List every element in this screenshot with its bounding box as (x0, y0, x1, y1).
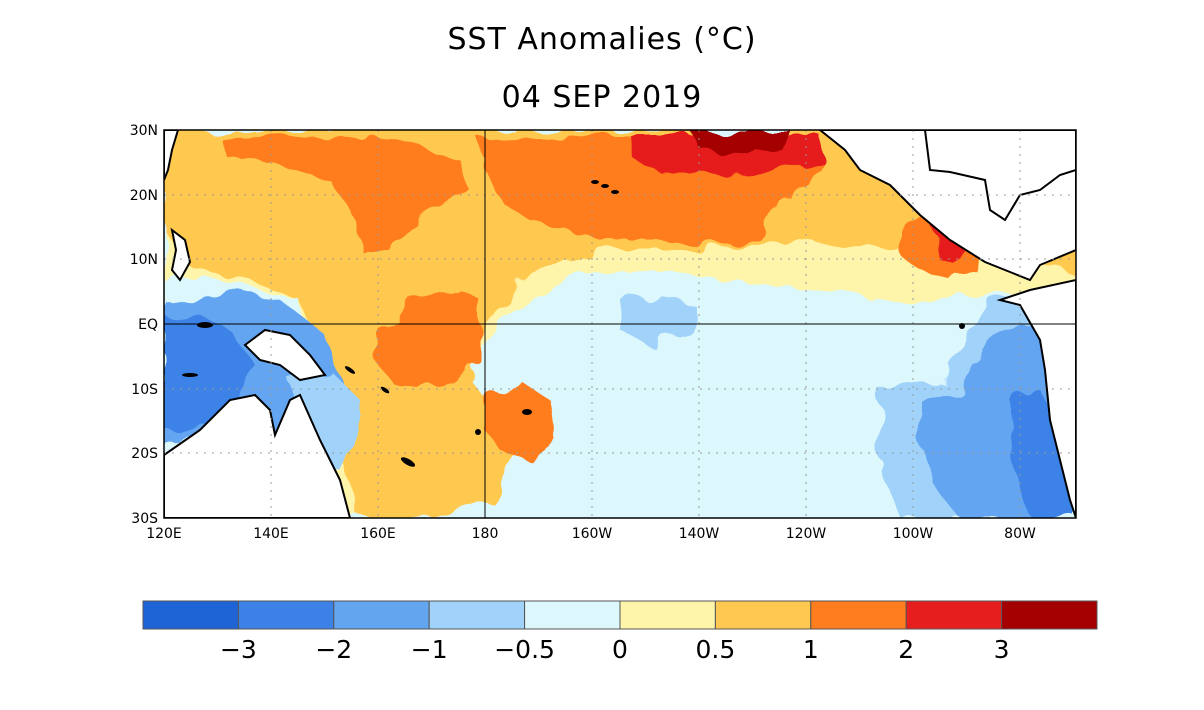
lat-label: 20N (130, 188, 158, 204)
island-fiji (522, 409, 532, 415)
land-caribbean-north (923, 130, 1076, 222)
colorbar-tick-label: 0 (612, 635, 628, 664)
colorbar-labels: −3 −2 −1 −0.5 0 0.5 1 2 3 (220, 635, 1010, 664)
colorbar-tick-label: 3 (994, 635, 1010, 664)
lat-label: 30S (131, 511, 158, 527)
colorbar-tick-label: 1 (803, 635, 819, 664)
warm-region-orange-north (220, 135, 470, 250)
map-title: SST Anomalies (°C) (447, 22, 757, 57)
island-hawaii (591, 180, 599, 184)
map-frame (163, 129, 1077, 519)
lon-label: 140W (679, 526, 720, 542)
colorbar-tick-label: −1 (411, 635, 448, 664)
island-solomon (380, 386, 390, 394)
land-australia (164, 393, 352, 518)
lat-label: 20S (131, 446, 158, 462)
longitude-labels: 120E 140E 160E 180 160W 140W 120W 100W 8… (146, 526, 1036, 542)
island-indonesia (197, 322, 213, 328)
colorbar-swatch (524, 600, 621, 630)
land-new-guinea (243, 328, 327, 382)
lat-label: EQ (138, 317, 158, 333)
lat-label: 30N (130, 123, 158, 139)
map-date: 04 SEP 2019 (501, 80, 703, 115)
colorbar (142, 600, 1098, 630)
colorbar-swatch (714, 600, 812, 630)
colorbar-tick-label: −3 (220, 635, 257, 664)
lat-label: 10N (130, 252, 158, 268)
lon-label: 160E (360, 526, 396, 542)
lon-label: 160W (572, 526, 613, 542)
lon-label: 80W (1004, 526, 1036, 542)
colorbar-swatch (905, 600, 1003, 630)
colorbar-swatch (810, 600, 907, 630)
lon-label: 180 (472, 526, 499, 542)
colorbar-tick-label: 0.5 (696, 635, 736, 664)
island-solomon (344, 366, 356, 374)
island-hawaii (611, 190, 619, 194)
colorbar-tick-label: −0.5 (494, 635, 555, 664)
lon-label: 120E (146, 526, 182, 542)
colorbar-swatch (237, 600, 335, 630)
land-south-america (996, 278, 1076, 518)
cool-region-east-deep (1010, 390, 1076, 518)
warm-region-dark-red (690, 130, 790, 155)
lon-label: 120W (786, 526, 827, 542)
warm-region-orange-south (480, 380, 555, 460)
island-hawaii (601, 184, 609, 188)
land-masses (164, 130, 1076, 518)
lon-label: 140E (253, 526, 289, 542)
colorbar-swatch (333, 600, 430, 630)
anomaly-field (164, 130, 1076, 518)
warm-region-orange-dateline (375, 290, 480, 390)
lon-label: 100W (893, 526, 934, 542)
island-new-caledonia (400, 457, 416, 467)
colorbar-swatch (619, 600, 716, 630)
colorbar-swatch (142, 600, 239, 630)
land-philippines (170, 227, 192, 282)
colorbar-swatch (428, 600, 526, 630)
colorbar-swatch (1001, 600, 1098, 630)
island-fiji (475, 429, 481, 435)
lat-label: 10S (131, 382, 158, 398)
colorbar-tick-label: −2 (315, 635, 352, 664)
island-indonesia (182, 373, 198, 377)
cool-region-central (620, 295, 700, 345)
colorbar-tick-label: 2 (898, 635, 914, 664)
land-asia-coast (164, 130, 180, 181)
latitude-labels: 30N 20N 10N EQ 10S 20S 30S (130, 123, 158, 527)
